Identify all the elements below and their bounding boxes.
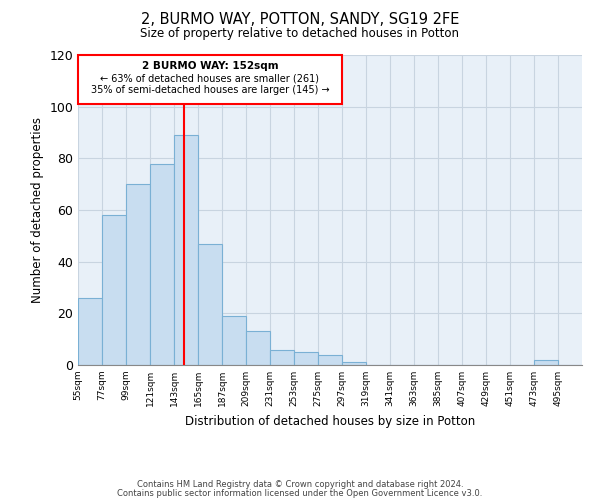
Bar <box>270 350 294 365</box>
Text: Contains HM Land Registry data © Crown copyright and database right 2024.: Contains HM Land Registry data © Crown c… <box>137 480 463 489</box>
Bar <box>174 135 198 365</box>
Text: Contains public sector information licensed under the Open Government Licence v3: Contains public sector information licen… <box>118 488 482 498</box>
Bar <box>246 332 270 365</box>
Bar <box>534 360 558 365</box>
Text: 2, BURMO WAY, POTTON, SANDY, SG19 2FE: 2, BURMO WAY, POTTON, SANDY, SG19 2FE <box>141 12 459 28</box>
Bar <box>78 298 102 365</box>
Bar <box>318 354 342 365</box>
Bar <box>198 244 222 365</box>
FancyBboxPatch shape <box>78 55 342 104</box>
Text: 2 BURMO WAY: 152sqm: 2 BURMO WAY: 152sqm <box>142 62 278 72</box>
Text: Size of property relative to detached houses in Potton: Size of property relative to detached ho… <box>140 28 460 40</box>
Text: 35% of semi-detached houses are larger (145) →: 35% of semi-detached houses are larger (… <box>91 84 329 94</box>
Text: ← 63% of detached houses are smaller (261): ← 63% of detached houses are smaller (26… <box>101 73 320 83</box>
Bar <box>222 316 246 365</box>
X-axis label: Distribution of detached houses by size in Potton: Distribution of detached houses by size … <box>185 414 475 428</box>
Y-axis label: Number of detached properties: Number of detached properties <box>31 117 44 303</box>
Bar <box>294 352 318 365</box>
Bar <box>102 215 126 365</box>
Bar <box>126 184 150 365</box>
Bar <box>342 362 366 365</box>
Bar <box>150 164 174 365</box>
